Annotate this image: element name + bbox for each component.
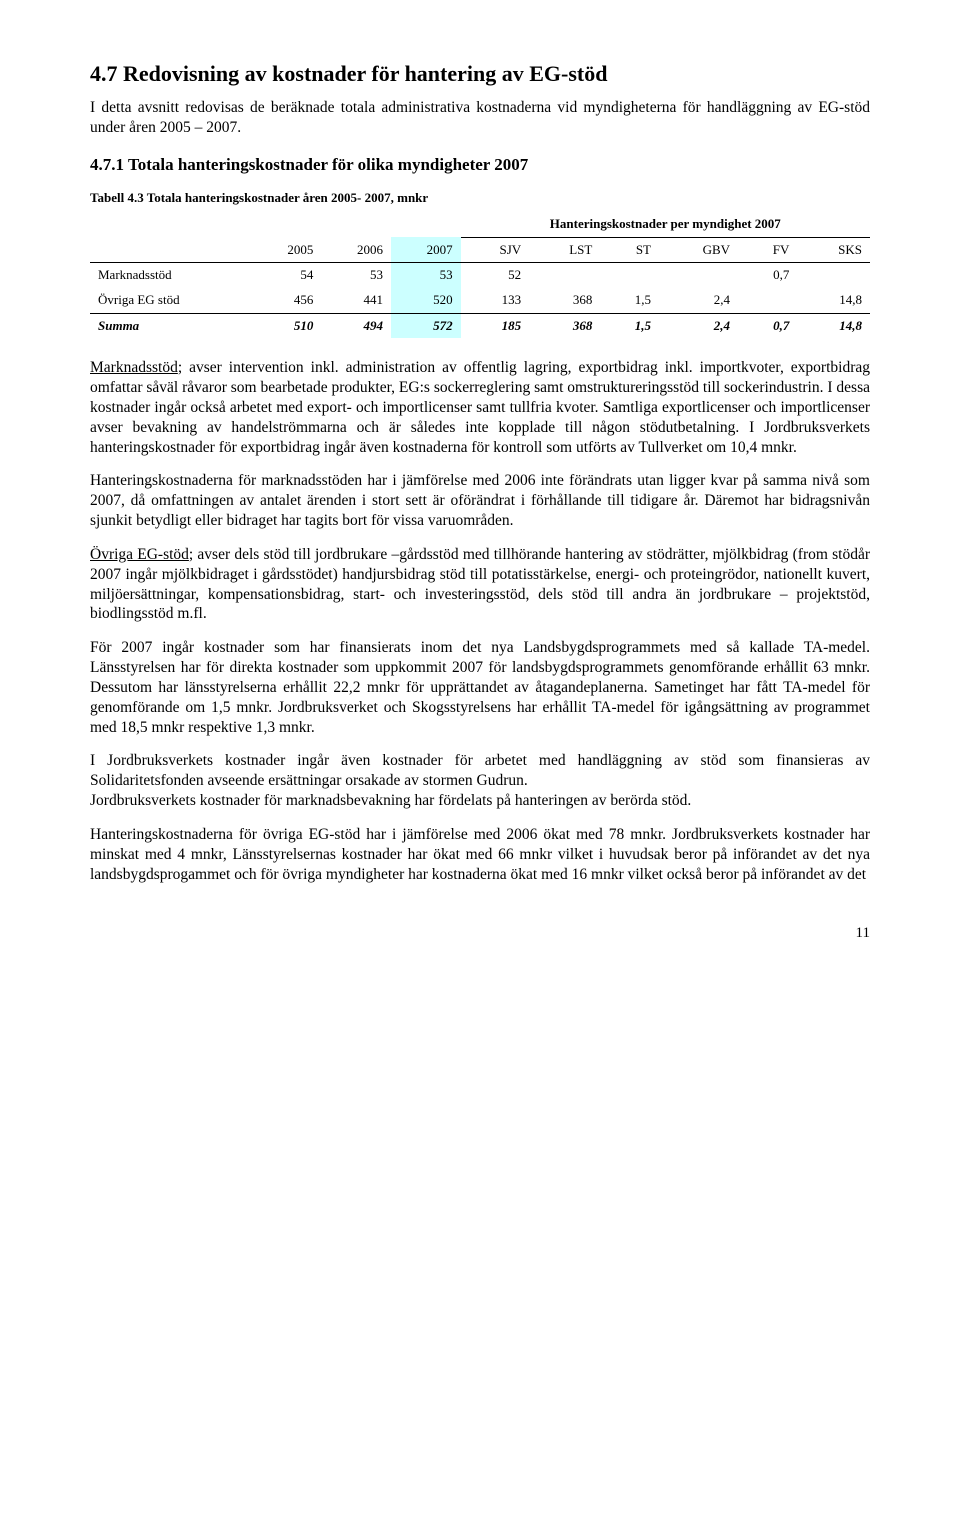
paragraph-marknadsstod: Marknadsstöd; avser intervention inkl. a…: [90, 358, 870, 457]
table-cell: 510: [252, 313, 322, 338]
table-cell: 0,7: [738, 313, 797, 338]
table-cell: 133: [461, 288, 530, 313]
table-cell: 494: [321, 313, 391, 338]
table-cell: 441: [321, 288, 391, 313]
table-cell: Marknadsstöd: [90, 263, 252, 288]
table-cell: 53: [321, 263, 391, 288]
table-cell: [600, 263, 659, 288]
table-col: GBV: [659, 237, 738, 263]
table-cell: 456: [252, 288, 322, 313]
table-cell: 1,5: [600, 313, 659, 338]
table-col: LST: [529, 237, 600, 263]
table-cell: [738, 288, 797, 313]
intro-paragraph: I detta avsnitt redovisas de beräknade t…: [90, 98, 870, 138]
table-cell: 185: [461, 313, 530, 338]
text-ovriga: ; avser dels stöd till jordbrukare –gård…: [90, 546, 870, 622]
table-cell: 14,8: [797, 288, 870, 313]
table-caption: Tabell 4.3 Totala hanteringskostnader år…: [90, 190, 870, 207]
table-cell: 52: [461, 263, 530, 288]
text-marknadsstod: ; avser intervention inkl. administratio…: [90, 359, 870, 455]
cost-table: Hanteringskostnader per myndighet 2007 2…: [90, 212, 870, 338]
paragraph-ovriga: Övriga EG-stöd; avser dels stöd till jor…: [90, 545, 870, 624]
lead-ovriga: Övriga EG-stöd: [90, 546, 189, 563]
table-cell: 14,8: [797, 313, 870, 338]
table-cell: [659, 263, 738, 288]
table-cell: 53: [391, 263, 461, 288]
table-row: Marknadsstöd 54 53 53 52 0,7: [90, 263, 870, 288]
table-header-row: 2005 2006 2007 SJV LST ST GBV FV SKS: [90, 237, 870, 263]
paragraph-5: I Jordbruksverkets kostnader ingår även …: [90, 751, 870, 810]
table-cell: Summa: [90, 313, 252, 338]
lead-marknadsstod: Marknadsstöd: [90, 359, 178, 376]
table-cell: 520: [391, 288, 461, 313]
table-cell: 368: [529, 288, 600, 313]
subsection-heading: 4.7.1 Totala hanteringskostnader för oli…: [90, 154, 870, 176]
table-col: ST: [600, 237, 659, 263]
table-row: Övriga EG stöd 456 441 520 133 368 1,5 2…: [90, 288, 870, 313]
table-col: SJV: [461, 237, 530, 263]
table-cell: 572: [391, 313, 461, 338]
table-col: SKS: [797, 237, 870, 263]
table-cell: 2,4: [659, 288, 738, 313]
table-col: 2007: [391, 237, 461, 263]
table-cell: [797, 263, 870, 288]
table-cell: 368: [529, 313, 600, 338]
paragraph-4: För 2007 ingår kostnader som har finansi…: [90, 638, 870, 737]
table-cell: 0,7: [738, 263, 797, 288]
table-sum-row: Summa 510 494 572 185 368 1,5 2,4 0,7 14…: [90, 313, 870, 338]
table-col: 2005: [252, 237, 322, 263]
table-cell: [529, 263, 600, 288]
table-sup-empty: [90, 212, 461, 237]
table-cell: 1,5: [600, 288, 659, 313]
table-col: FV: [738, 237, 797, 263]
page-number: 11: [90, 924, 870, 943]
table-cell: 2,4: [659, 313, 738, 338]
table-col: [90, 237, 252, 263]
paragraph-6: Hanteringskostnaderna för övriga EG-stöd…: [90, 825, 870, 884]
paragraph-2: Hanteringskostnaderna för marknadsstöden…: [90, 471, 870, 530]
table-col: 2006: [321, 237, 391, 263]
table-cell: 54: [252, 263, 322, 288]
section-heading: 4.7 Redovisning av kostnader för hanteri…: [90, 60, 870, 88]
table-sup-header: Hanteringskostnader per myndighet 2007: [461, 212, 870, 237]
table-cell: Övriga EG stöd: [90, 288, 252, 313]
